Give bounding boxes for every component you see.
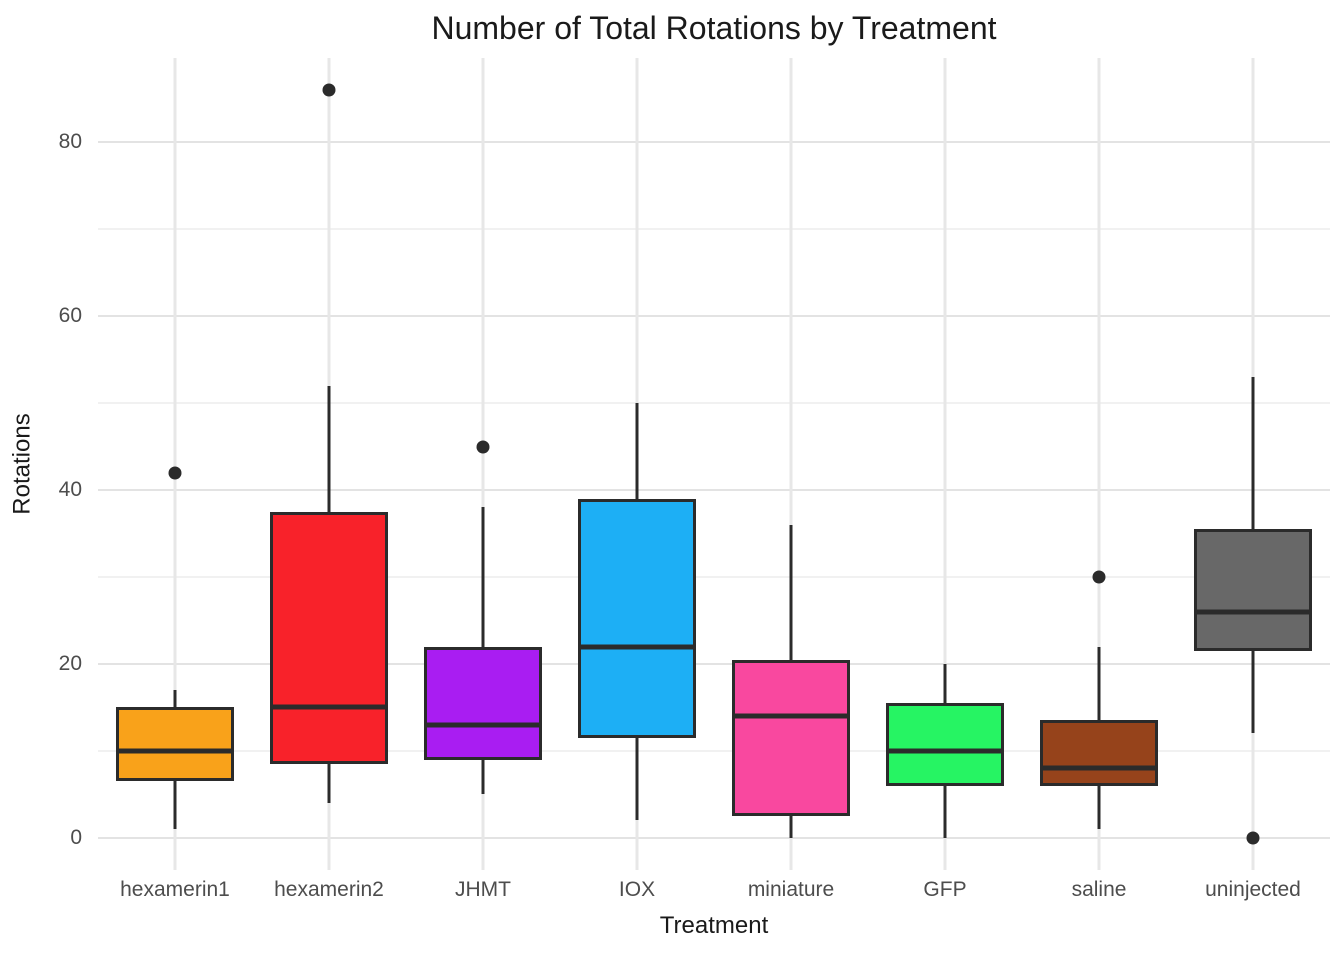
outlier-dot-hexamerin1 — [168, 466, 182, 480]
box-hexamerin1 — [116, 707, 234, 782]
y-tick-label-20: 20 — [58, 651, 82, 675]
category-gridline-hexamerin1 — [173, 58, 177, 870]
boxplot-hexamerin2 — [270, 58, 388, 870]
y-tick-label-40: 40 — [58, 478, 82, 502]
gridline-y-minor-30 — [98, 576, 1330, 579]
gridline-y-minor-50 — [98, 402, 1330, 405]
boxplot-hexamerin1 — [116, 58, 234, 870]
outlier-dot-JHMT — [476, 440, 490, 454]
gridline-y-20 — [98, 662, 1330, 665]
box-miniature — [732, 659, 850, 817]
gridline-y-40 — [98, 489, 1330, 492]
median-line-miniature — [732, 713, 850, 719]
x-axis-title: Treatment — [659, 912, 769, 939]
gridline-y-80 — [98, 141, 1330, 144]
y-tick-label-0: 0 — [70, 825, 82, 849]
boxplot-miniature — [732, 58, 850, 870]
boxplot-GFP — [886, 58, 1004, 870]
outlier-dot-uninjected — [1246, 831, 1260, 845]
box-IOX — [578, 498, 696, 738]
median-line-hexamerin1 — [116, 748, 234, 754]
median-line-GFP — [886, 748, 1004, 754]
median-line-IOX — [578, 644, 696, 650]
gridline-y-0 — [98, 836, 1330, 839]
boxplot-IOX — [578, 58, 696, 870]
x-tick-label-JHMT: JHMT — [455, 878, 511, 901]
box-saline — [1040, 720, 1158, 786]
x-tick-label-IOX: IOX — [618, 878, 656, 901]
outlier-dot-hexamerin2 — [322, 83, 336, 97]
y-tick-label-80: 80 — [58, 130, 82, 154]
boxplot-JHMT — [424, 58, 542, 870]
x-tick-label-GFP: GFP — [923, 878, 967, 901]
box-uninjected — [1194, 529, 1312, 651]
median-line-JHMT — [424, 722, 542, 728]
median-line-hexamerin2 — [270, 704, 388, 710]
y-tick-label-60: 60 — [58, 304, 82, 328]
category-gridline-GFP — [943, 58, 947, 870]
box-GFP — [886, 703, 1004, 786]
outlier-dot-saline — [1092, 570, 1106, 584]
boxplot-saline — [1040, 58, 1158, 870]
x-tick-label-hexamerin2: hexamerin2 — [274, 878, 384, 901]
category-gridline-miniature — [789, 58, 793, 870]
x-axis-tick-labels: hexamerin1 hexamerin2 JHMT IOX miniature GFP s… — [98, 878, 1330, 908]
boxplot-uninjected — [1194, 58, 1312, 870]
y-axis-tick-labels: 0 20 40 60 80 — [0, 58, 98, 870]
x-tick-label-miniature: miniature — [747, 878, 835, 901]
median-line-saline — [1040, 765, 1158, 771]
chart-title: Number of Total Rotations by Treatment — [431, 10, 997, 46]
gridline-y-60 — [98, 315, 1330, 318]
box-JHMT — [424, 646, 542, 760]
x-tick-label-hexamerin1: hexamerin1 — [120, 878, 230, 901]
gridline-y-minor-10 — [98, 749, 1330, 752]
median-line-uninjected — [1194, 609, 1312, 615]
gridline-y-minor-70 — [98, 228, 1330, 231]
plot-panel — [98, 58, 1330, 870]
x-tick-label-saline: saline — [1071, 878, 1127, 901]
box-hexamerin2 — [270, 511, 388, 764]
category-gridline-JHMT — [481, 58, 485, 870]
category-gridline-saline — [1097, 58, 1101, 870]
x-tick-label-uninjected: uninjected — [1205, 878, 1301, 901]
